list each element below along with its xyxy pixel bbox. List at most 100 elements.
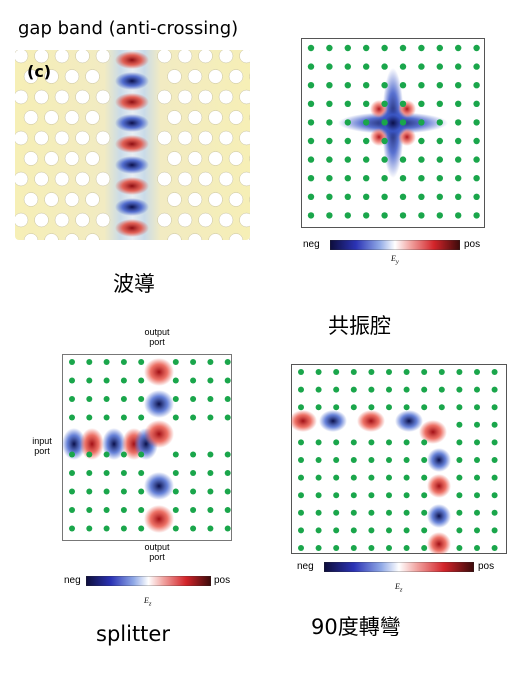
colorbar-gradient (324, 562, 474, 572)
rod-dot (308, 194, 314, 200)
rod-dot (437, 119, 443, 125)
rod-dot (298, 475, 304, 481)
air-hole (76, 213, 90, 227)
rod-dot (345, 138, 351, 144)
rod-dot (351, 404, 357, 410)
rod-dot (333, 475, 339, 481)
air-hole (24, 152, 38, 166)
air-hole (188, 70, 202, 84)
rod-dot (308, 101, 314, 107)
rod-dot (326, 138, 332, 144)
rod-dot (474, 439, 480, 445)
rod-dot (455, 82, 461, 88)
air-hole (86, 193, 100, 207)
rod-dot (456, 457, 462, 463)
field-lobe (115, 198, 149, 216)
rod-dot (492, 475, 498, 481)
rod-dot (345, 194, 351, 200)
rod-dot (333, 492, 339, 498)
air-hole (199, 50, 213, 63)
rod-dot (308, 45, 314, 51)
rod-dot (473, 63, 479, 69)
rod-dot (207, 378, 213, 384)
rod-dot (190, 489, 196, 495)
rod-dot (121, 526, 127, 532)
field-lobe (115, 72, 149, 90)
field-label: Ez (395, 582, 402, 594)
rod-dot (69, 396, 75, 402)
waveguide-caption: 波導 (113, 268, 155, 298)
rod-dot (492, 510, 498, 516)
rod-dot (404, 369, 410, 375)
air-hole (15, 172, 28, 186)
rod-dot (455, 175, 461, 181)
rod-dot (386, 475, 392, 481)
rod-dot (473, 138, 479, 144)
rod-dot (104, 359, 110, 365)
field-lobe (357, 410, 385, 432)
rod-dot (69, 359, 75, 365)
rod-dot (298, 492, 304, 498)
rod-dot (207, 489, 213, 495)
rod-dot (316, 492, 322, 498)
rod-dot (138, 470, 144, 476)
field-label: Ez (144, 596, 151, 608)
rod-dot (363, 45, 369, 51)
air-hole (178, 131, 192, 145)
rod-dot (437, 194, 443, 200)
rod-dot (439, 369, 445, 375)
air-hole (76, 131, 90, 145)
air-hole (15, 213, 28, 227)
rod-dot (456, 545, 462, 551)
rod-dot (351, 475, 357, 481)
rod-dot (316, 527, 322, 533)
rod-dot (386, 387, 392, 393)
rod-dot (418, 194, 424, 200)
panel-label: (c) (27, 62, 51, 81)
colorbar-gradient (330, 240, 460, 250)
rod-dot (473, 175, 479, 181)
air-hole (65, 193, 79, 207)
air-hole (219, 172, 233, 186)
rod-dot (368, 387, 374, 393)
output-port-bottom-label: output port (137, 542, 177, 562)
field-lobe (395, 410, 423, 432)
rod-dot (69, 452, 75, 458)
rod-dot (345, 175, 351, 181)
rod-dot (386, 439, 392, 445)
rod-dot (368, 510, 374, 516)
rod-dot (351, 492, 357, 498)
rod-dot (104, 507, 110, 513)
rod-dot (421, 510, 427, 516)
rod-dot (326, 63, 332, 69)
rod-dot (86, 507, 92, 513)
air-hole (86, 152, 100, 166)
rod-dot (474, 457, 480, 463)
rod-dot (190, 415, 196, 421)
rod-dot (351, 527, 357, 533)
rod-dot (418, 119, 424, 125)
rod-dot (316, 475, 322, 481)
rod-dot (363, 175, 369, 181)
rod-dot (418, 175, 424, 181)
air-hole (65, 111, 79, 125)
rod-dot (456, 422, 462, 428)
field-lobe (144, 420, 174, 448)
air-hole (15, 131, 28, 145)
rod-dot (351, 545, 357, 551)
rod-dot (333, 510, 339, 516)
air-hole (168, 193, 182, 207)
rod-dot (121, 359, 127, 365)
rod-dot (121, 378, 127, 384)
rod-dot (474, 475, 480, 481)
rod-dot (138, 359, 144, 365)
rod-dot (363, 101, 369, 107)
rod-dot (400, 101, 406, 107)
rod-dot (207, 415, 213, 421)
rod-dot (421, 369, 427, 375)
rod-dot (173, 415, 179, 421)
rod-dot (104, 415, 110, 421)
air-hole (55, 213, 69, 227)
rod-dot (190, 359, 196, 365)
rod-dot (386, 404, 392, 410)
